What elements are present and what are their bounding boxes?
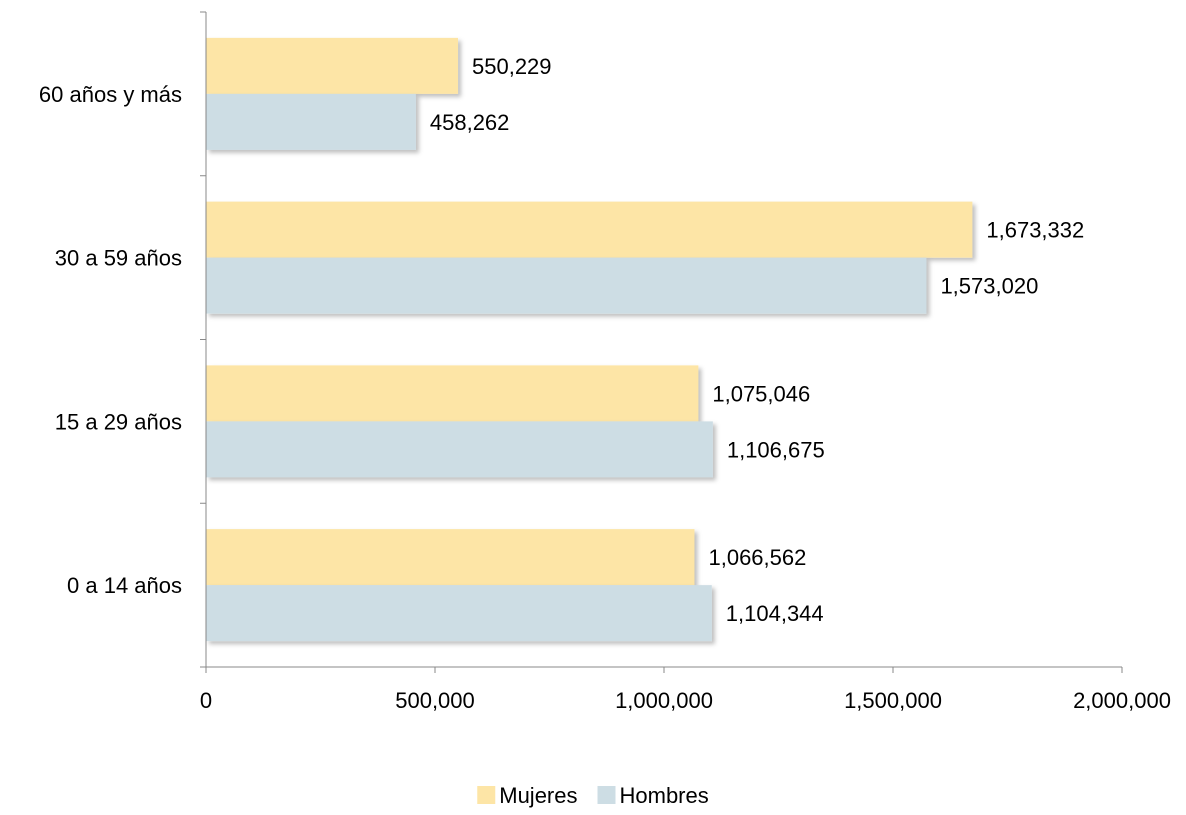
category-label-15-a-29-a-os: 15 a 29 años	[55, 409, 182, 434]
bars-group	[206, 37, 973, 642]
data-label-hombres-15-a-29-a-os: 1,106,675	[727, 437, 825, 462]
legend-label-hombres: Hombres	[620, 783, 709, 808]
data-label-mujeres-60-a-os-y-m-s: 550,229	[472, 54, 552, 79]
x-tick-label: 0	[200, 688, 212, 713]
bar-hombres-0-a-14-a-os	[206, 585, 712, 642]
legend-swatch-hombres	[597, 786, 616, 804]
bar-mujeres-30-a-59-a-os	[206, 201, 973, 258]
data-label-mujeres-30-a-59-a-os: 1,673,332	[986, 218, 1084, 243]
bar-hombres-15-a-29-a-os	[206, 421, 713, 478]
category-label-60-a-os-y-m-s: 60 años y más	[39, 82, 182, 107]
bar-hombres-30-a-59-a-os	[206, 257, 927, 314]
bar-mujeres-15-a-29-a-os	[206, 365, 699, 422]
bar-mujeres-0-a-14-a-os	[206, 529, 695, 586]
legend: Mujeres Hombres	[477, 783, 709, 808]
data-label-mujeres-15-a-29-a-os: 1,075,046	[712, 381, 810, 406]
bar-mujeres-60-a-os-y-m-s	[206, 37, 459, 94]
data-label-hombres-60-a-os-y-m-s: 458,262	[430, 110, 510, 135]
labels-group: 1,066,562 1,104,344 0 a 14 años 1,075,046 1,…	[39, 54, 1171, 713]
x-tick-label: 1,500,000	[844, 688, 942, 713]
data-label-mujeres-0-a-14-a-os: 1,066,562	[708, 545, 806, 570]
x-tick-label: 500,000	[395, 688, 475, 713]
legend-swatch-mujeres	[477, 786, 496, 804]
data-label-hombres-30-a-59-a-os: 1,573,020	[940, 274, 1038, 299]
category-label-30-a-59-a-os: 30 a 59 años	[55, 246, 182, 271]
x-tick-label: 1,000,000	[615, 688, 713, 713]
legend-label-mujeres: Mujeres	[499, 783, 577, 808]
category-label-0-a-14-a-os: 0 a 14 años	[67, 573, 182, 598]
x-tick-label: 2,000,000	[1073, 688, 1171, 713]
data-label-hombres-0-a-14-a-os: 1,104,344	[726, 601, 824, 626]
axes-group	[200, 11, 1123, 673]
bar-hombres-60-a-os-y-m-s	[206, 93, 416, 150]
